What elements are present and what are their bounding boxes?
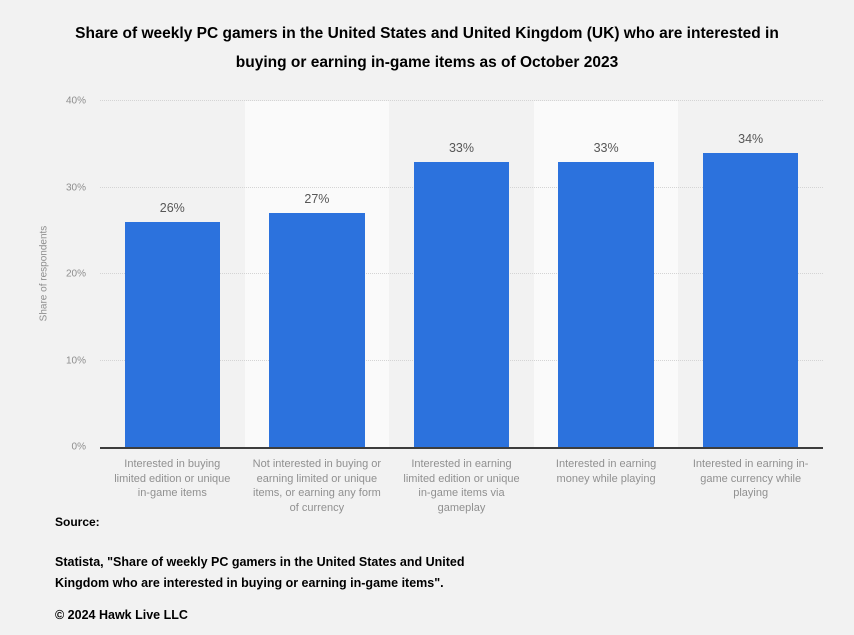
- plot-area: 26% 27% 33% 33% 34%: [100, 100, 823, 449]
- category-label: Not interested in buying or earning limi…: [252, 458, 382, 514]
- bar-column: 27%: [245, 101, 390, 447]
- y-tick-label: 40%: [65, 95, 86, 107]
- bar-column: 34%: [678, 101, 823, 447]
- bar-column: 26%: [100, 101, 245, 447]
- category-label: Interested in buying limited edition or …: [114, 458, 231, 499]
- bar-columns: 26% 27% 33% 33% 34%: [100, 101, 823, 447]
- bar-2: [269, 213, 365, 447]
- copyright-notice: © 2024 Hawk Live LLC: [55, 608, 188, 622]
- bar-value-label: 34%: [738, 131, 764, 146]
- chart-title: Share of weekly PC gamers in the United …: [75, 25, 779, 71]
- source-label: Source:: [55, 515, 100, 529]
- bar-1: [124, 222, 220, 447]
- y-tick-label: 20%: [65, 268, 86, 280]
- bar-value-label: 33%: [448, 140, 474, 155]
- bar-value-label: 26%: [159, 201, 185, 216]
- footer: Source: Statista, "Share of weekly PC ga…: [55, 515, 535, 622]
- category-label: Interested in earning in-game currency w…: [692, 458, 809, 499]
- bar-4: [558, 161, 654, 447]
- bar-value-label: 33%: [593, 140, 619, 155]
- y-tick-label: 0%: [71, 441, 86, 453]
- bar-value-label: 27%: [304, 192, 330, 207]
- y-tick-label: 10%: [65, 355, 86, 366]
- bar-3: [413, 161, 510, 447]
- y-tick-label: 30%: [65, 182, 86, 193]
- bar-5: [702, 152, 799, 447]
- source-citation: Statista, "Share of weekly PC gamers in …: [55, 555, 465, 590]
- bar-column: 33%: [534, 101, 679, 447]
- category-label: Interested in earning money while playin…: [555, 458, 657, 485]
- gridline: [100, 100, 823, 101]
- category-label: Interested in earning limited edition or…: [403, 458, 520, 514]
- y-axis: 0% 10% 20% 30% 40%: [38, 96, 86, 453]
- x-axis: Interested in buying limited edition or …: [100, 457, 823, 515]
- bar-column: 33%: [389, 101, 534, 447]
